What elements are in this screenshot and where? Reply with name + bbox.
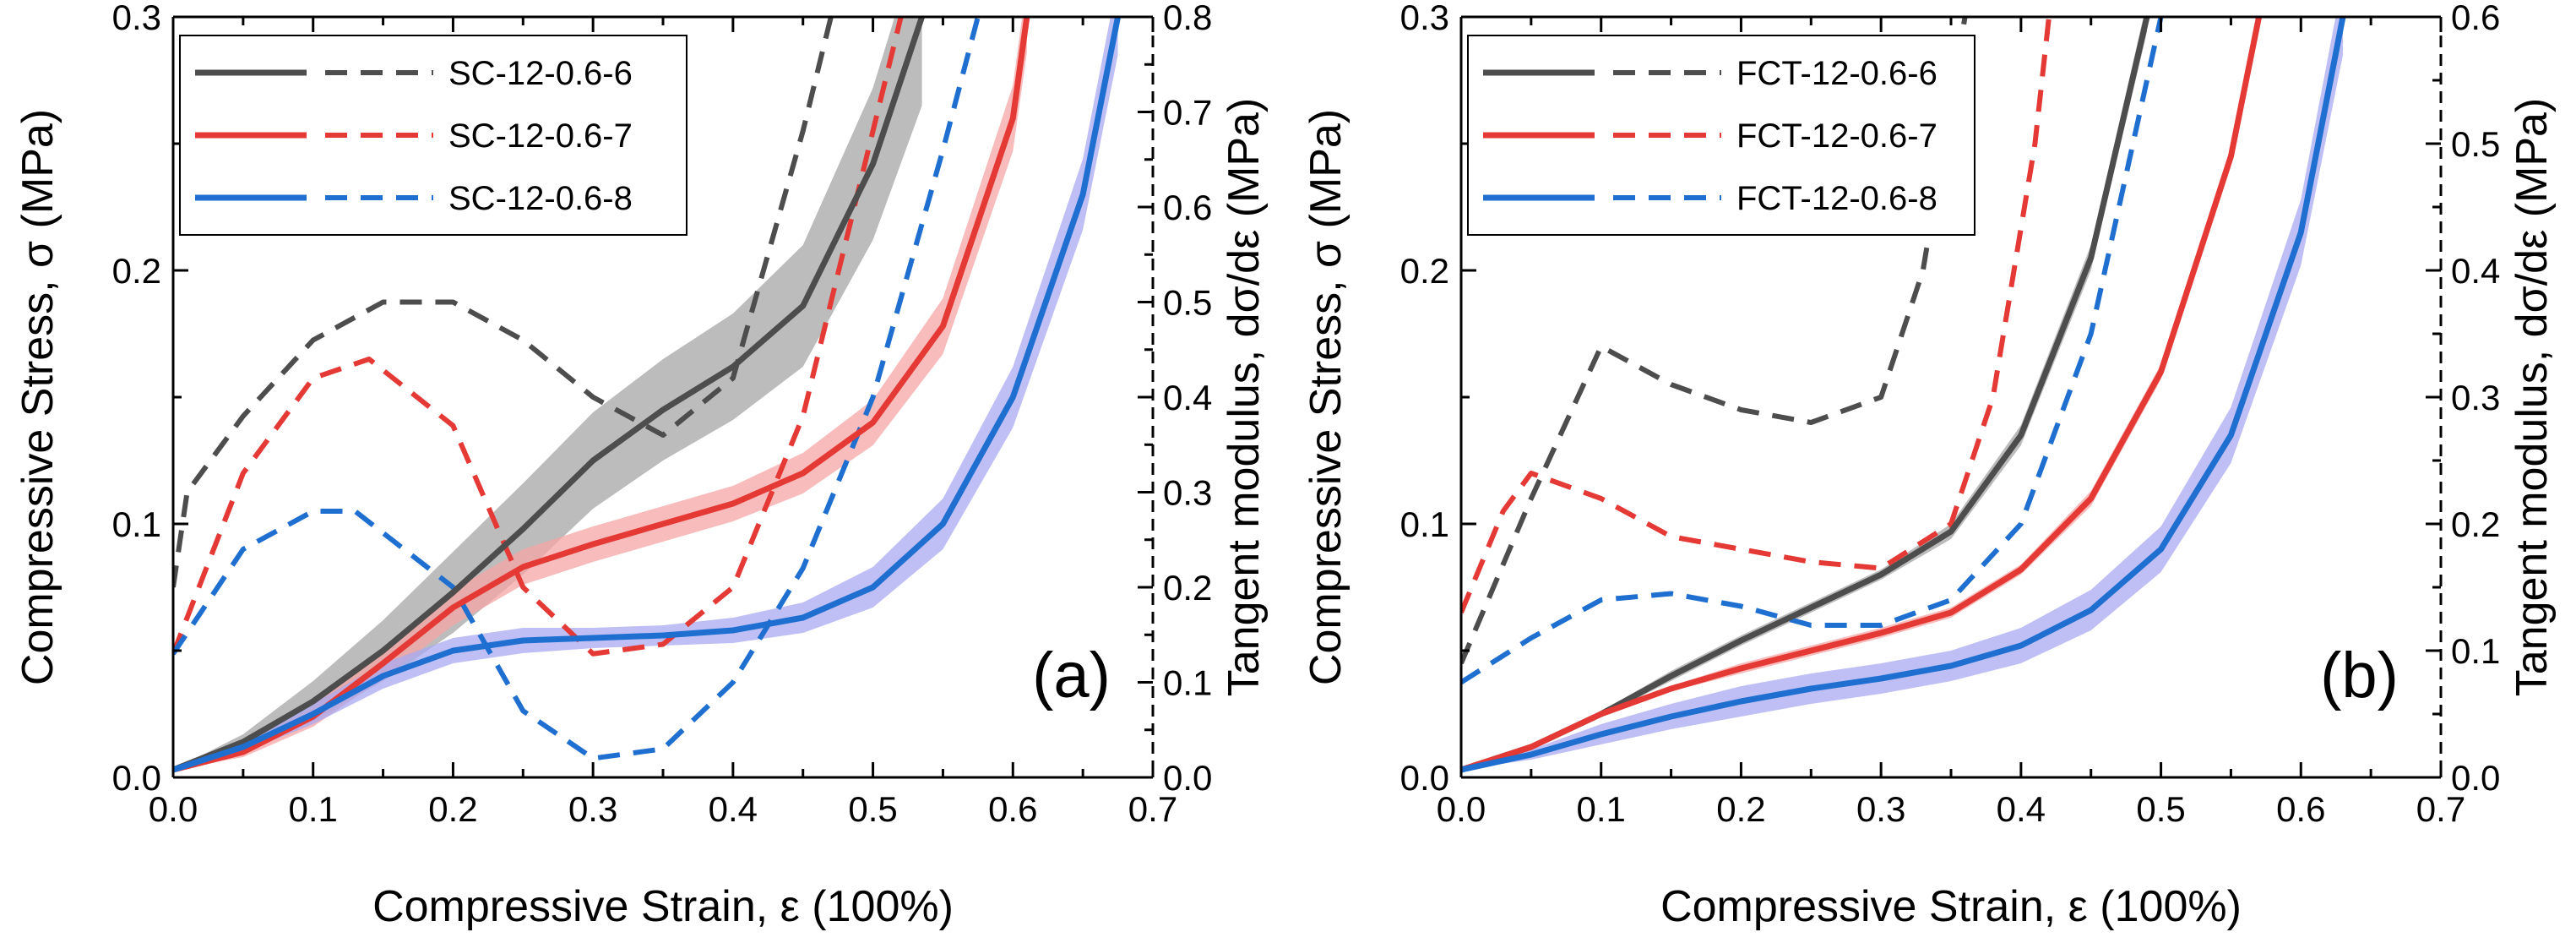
panel-label: (a): [1032, 640, 1111, 711]
y2-tick-label: 0.7: [1163, 93, 1212, 133]
modulus-line-1: [1461, 17, 2052, 614]
y2-tick-label: 0.5: [1163, 283, 1212, 323]
stress-line-2: [173, 17, 1122, 773]
modulus-line-0: [173, 17, 834, 588]
modulus-line-0: [1461, 17, 1968, 665]
x-tick-label: 0.5: [848, 789, 897, 829]
y2-tick-label: 0.1: [2451, 631, 2500, 671]
y2-tick-label: 0.2: [1163, 568, 1212, 608]
x-tick-label: 0.0: [1437, 789, 1486, 829]
legend-label: SC-12-0.6-7: [448, 117, 633, 155]
modulus-line-2: [173, 17, 981, 761]
y-tick-label: 0.2: [1400, 251, 1449, 291]
x-tick-label: 0.2: [428, 789, 477, 829]
y2-tick-label: 0.3: [1163, 473, 1212, 513]
y2-axis-title: Tangent modulus, dσ/dε (MPa): [1220, 98, 1269, 697]
plot-area: [173, 17, 1122, 773]
y2-tick-label: 0.8: [1163, 0, 1212, 37]
x-tick-label: 0.7: [2416, 789, 2465, 829]
legend-label: SC-12-0.6-8: [448, 180, 633, 217]
panel-a-chart: 0.0 0.1 0.2 0.3 0.4 0.5 0.6 0.70.00.10.20.30.00…: [14, 0, 1269, 931]
y2-tick-label: 0.0: [2451, 758, 2500, 798]
y2-tick-label: 0.0: [1163, 758, 1212, 798]
legend-label: FCT-12-0.6-7: [1736, 117, 1937, 155]
y2-tick-label: 0.6: [2451, 0, 2500, 37]
x-axis-title: Compressive Strain, ε (100%): [372, 882, 954, 931]
y-tick-label: 0.1: [112, 504, 161, 544]
x-tick-label: 0.6: [988, 789, 1037, 829]
x-tick-label: 0.1: [1577, 789, 1626, 829]
legend-label: FCT-12-0.6-6: [1736, 55, 1937, 92]
stress-line-0: [173, 17, 925, 773]
y2-tick-label: 0.3: [2451, 378, 2500, 417]
x-tick-label: 0.1: [289, 789, 338, 829]
stress-line-1: [1461, 17, 2263, 773]
panel-b-chart: 0.0 0.1 0.2 0.3 0.4 0.5 0.6 0.70.00.10.20.30.00…: [1302, 0, 2557, 931]
x-tick-label: 0.2: [1716, 789, 1765, 829]
y2-axis-title: Tangent modulus, dσ/dε (MPa): [2508, 98, 2557, 697]
y2-tick-label: 0.5: [2451, 124, 2500, 164]
y2-tick-label: 0.2: [2451, 504, 2500, 544]
plot-area: [1461, 17, 2346, 773]
y-axis-title: Compressive Stress, σ (MPa): [14, 109, 62, 685]
x-tick-label: 0.3: [568, 789, 617, 829]
y-tick-label: 0.0: [1400, 758, 1449, 798]
stress-line-2: [1461, 17, 2346, 773]
y2-tick-label: 0.6: [1163, 188, 1212, 227]
x-tick-label: 0.6: [2276, 789, 2325, 829]
x-axis-title: Compressive Strain, ε (100%): [1660, 882, 2242, 931]
y2-tick-label: 0.4: [1163, 378, 1212, 417]
x-tick-label: 0.0: [149, 789, 198, 829]
legend: FCT-12-0.6-6 FCT-12-0.6-7 FCT-12-0.6-8: [1467, 35, 1975, 236]
y-tick-label: 0.0: [112, 758, 161, 798]
legend: SC-12-0.6-6 SC-12-0.6-7 SC-12-0.6-8: [179, 35, 687, 236]
x-tick-label: 0.4: [709, 789, 758, 829]
y2-tick-label: 0.1: [1163, 663, 1212, 703]
y-tick-label: 0.3: [112, 0, 161, 37]
y-tick-label: 0.3: [1400, 0, 1449, 37]
modulus-line-2: [1461, 17, 2164, 685]
x-tick-label: 0.3: [1856, 789, 1905, 829]
x-tick-label: 0.5: [2136, 789, 2185, 829]
x-tick-label: 0.4: [1997, 789, 2046, 829]
y-tick-label: 0.1: [1400, 504, 1449, 544]
y2-tick-label: 0.4: [2451, 251, 2500, 291]
y-tick-label: 0.2: [112, 251, 161, 291]
y-axis-title: Compressive Stress, σ (MPa): [1302, 109, 1350, 685]
modulus-line-1: [173, 17, 904, 657]
x-tick-label: 0.7: [1128, 789, 1177, 829]
panel-label: (b): [2320, 640, 2399, 711]
legend-label: SC-12-0.6-6: [448, 55, 633, 92]
legend-label: FCT-12-0.6-8: [1736, 180, 1937, 217]
